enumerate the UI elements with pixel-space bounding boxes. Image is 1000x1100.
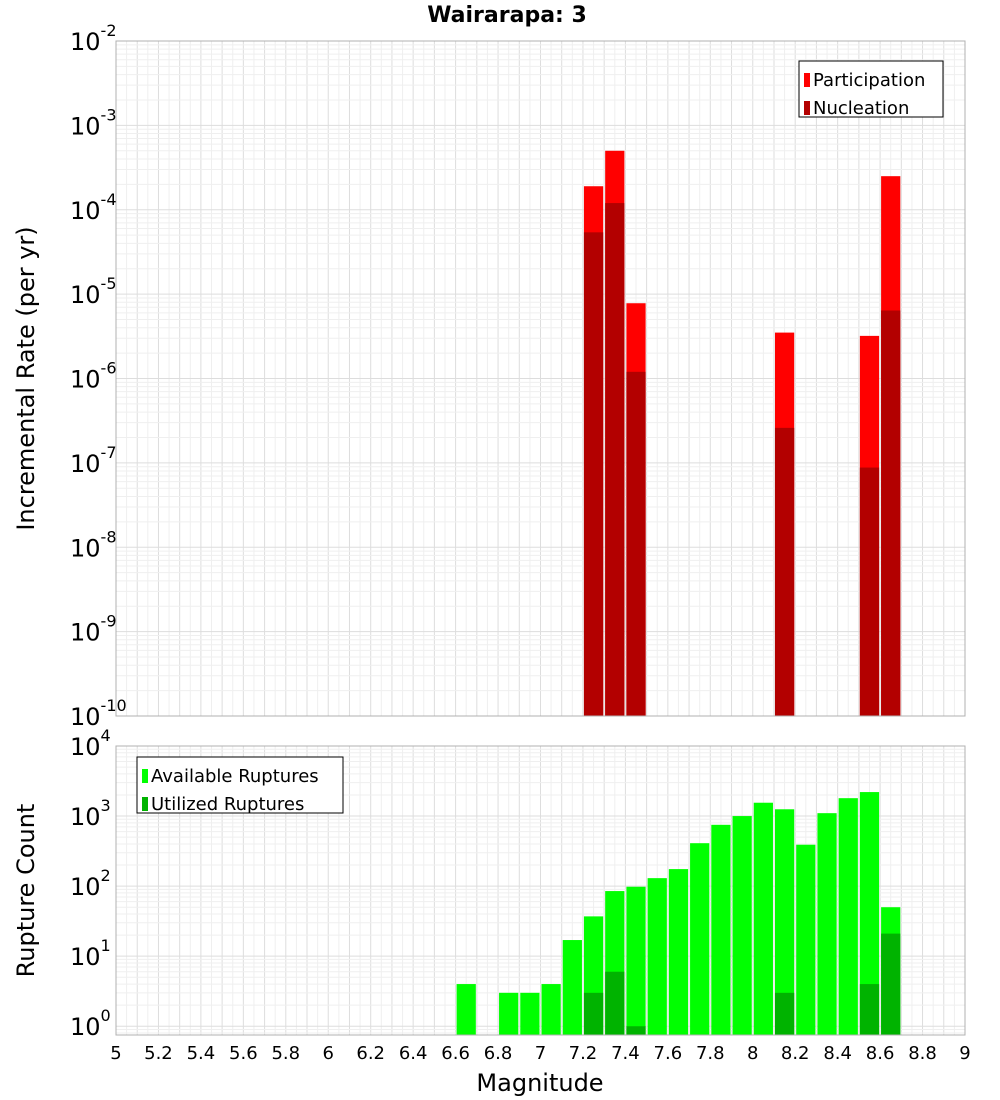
x-tick-label: 7 xyxy=(535,1043,546,1064)
bar-available-ruptures xyxy=(520,992,540,1035)
x-ticks: 5 5.2 5.4 5.6 5.8 6 6.2 6.4 6.6 6.8 7 7.2 7.4 7.6 7.8 8… xyxy=(110,1043,970,1064)
bar-nucleation xyxy=(583,232,604,716)
y-tick-label: 102 xyxy=(70,866,111,901)
bar-available-ruptures xyxy=(456,984,476,1035)
bar-nucleation xyxy=(626,371,646,716)
bar-available-ruptures xyxy=(668,869,689,1035)
legend-swatch xyxy=(804,73,810,87)
chart-title: Wairarapa: 3 xyxy=(427,3,587,28)
bar-available-ruptures xyxy=(690,843,710,1035)
y-tick-label: 104 xyxy=(70,726,111,761)
y-tick-label: 10-4 xyxy=(70,190,117,225)
bar-available-ruptures xyxy=(541,984,561,1035)
bar-nucleation xyxy=(605,203,625,716)
x-tick-label: 6.2 xyxy=(356,1043,385,1064)
y-tick-label: 10-3 xyxy=(70,105,117,140)
bar-available-ruptures xyxy=(626,886,646,1035)
x-tick-label: 8.2 xyxy=(781,1043,810,1064)
rate-legend: Participation Nucleation xyxy=(798,60,944,119)
x-tick-label: 6.4 xyxy=(399,1043,428,1064)
y-tick-label: 10-5 xyxy=(70,274,117,309)
x-tick-label: 6.8 xyxy=(484,1043,513,1064)
bar-available-ruptures xyxy=(774,809,795,1035)
bar-nucleation xyxy=(859,467,880,716)
rate-plot-frame xyxy=(115,40,966,717)
x-tick-label: 8.6 xyxy=(866,1043,895,1064)
x-tick-label: 6 xyxy=(323,1043,334,1064)
x-tick-label: 5.6 xyxy=(229,1043,258,1064)
bar-available-ruptures xyxy=(562,940,582,1035)
count-bars xyxy=(456,792,901,1035)
x-tick-label: 6.6 xyxy=(441,1043,470,1064)
rate-y-axis-label: Incremental Rate (per yr) xyxy=(12,226,40,530)
count-plot-frame xyxy=(115,745,966,1036)
x-tick-label: 7.8 xyxy=(696,1043,725,1064)
legend-swatch xyxy=(142,797,148,811)
bar-utilized-ruptures xyxy=(626,1026,646,1035)
count-panel: 100 101 102 103 104 5 5.2 5.4 5.6 5.8 6 6.2 6.4 6.6 6… xyxy=(12,726,971,1064)
x-tick-label: 7.6 xyxy=(654,1043,683,1064)
x-tick-label: 7.2 xyxy=(569,1043,598,1064)
bar-available-ruptures xyxy=(711,824,731,1035)
rate-y-ticks: 10-10 10-9 10-8 10-7 10-6 10-5 10-4 10-3 10-2 xyxy=(70,21,127,731)
bar-available-ruptures xyxy=(838,798,858,1035)
bar-available-ruptures xyxy=(817,813,837,1035)
count-y-axis-label: Rupture Count xyxy=(12,804,40,978)
rate-grid xyxy=(115,40,966,717)
y-tick-label: 10-9 xyxy=(70,612,117,647)
bar-utilized-ruptures xyxy=(859,984,880,1035)
legend-label: Nucleation xyxy=(813,98,909,119)
legend-swatch xyxy=(142,769,148,783)
x-tick-label: 8.4 xyxy=(823,1043,852,1064)
count-grid xyxy=(115,745,966,1035)
y-tick-label: 101 xyxy=(70,936,111,971)
bar-nucleation xyxy=(774,427,795,716)
y-tick-label: 10-7 xyxy=(70,443,117,478)
y-tick-label: 10-10 xyxy=(70,696,127,731)
x-axis-label: Magnitude xyxy=(476,1069,603,1097)
y-tick-label: 10-6 xyxy=(70,359,117,394)
rate-panel: 10-10 10-9 10-8 10-7 10-6 10-5 10-4 10-3 10-2 In… xyxy=(12,21,966,731)
rate-bars xyxy=(583,150,901,716)
bar-available-ruptures xyxy=(647,878,667,1035)
legend-box xyxy=(136,756,344,814)
bar-utilized-ruptures xyxy=(774,992,795,1035)
y-tick-label: 103 xyxy=(70,796,111,831)
legend-label: Participation xyxy=(813,70,925,91)
y-tick-label: 10-2 xyxy=(70,21,117,56)
legend-label: Utilized Ruptures xyxy=(151,794,304,815)
bar-available-ruptures xyxy=(796,844,816,1035)
bar-available-ruptures xyxy=(753,802,773,1035)
y-tick-label: 10-8 xyxy=(70,527,117,562)
y-tick-label: 100 xyxy=(70,1006,111,1041)
legend-label: Available Ruptures xyxy=(151,766,319,787)
legend-swatch xyxy=(804,101,810,115)
x-tick-label: 5.4 xyxy=(187,1043,216,1064)
bar-utilized-ruptures xyxy=(583,992,604,1035)
x-tick-label: 5.2 xyxy=(144,1043,173,1064)
x-tick-label: 5.8 xyxy=(271,1043,300,1064)
count-y-ticks: 100 101 102 103 104 xyxy=(70,726,111,1041)
bar-utilized-ruptures xyxy=(605,971,625,1035)
x-tick-label: 5 xyxy=(110,1043,121,1064)
legend-box xyxy=(798,60,944,118)
bar-available-ruptures xyxy=(732,816,752,1035)
count-legend: Available Ruptures Utilized Ruptures xyxy=(136,756,344,815)
bar-available-ruptures xyxy=(499,992,519,1035)
bar-available-ruptures xyxy=(859,792,880,1035)
bar-nucleation xyxy=(881,310,901,716)
bar-utilized-ruptures xyxy=(881,933,901,1035)
x-tick-label: 7.4 xyxy=(611,1043,640,1064)
x-tick-label: 8 xyxy=(747,1043,758,1064)
x-tick-label: 9 xyxy=(959,1043,970,1064)
x-tick-label: 8.8 xyxy=(908,1043,937,1064)
